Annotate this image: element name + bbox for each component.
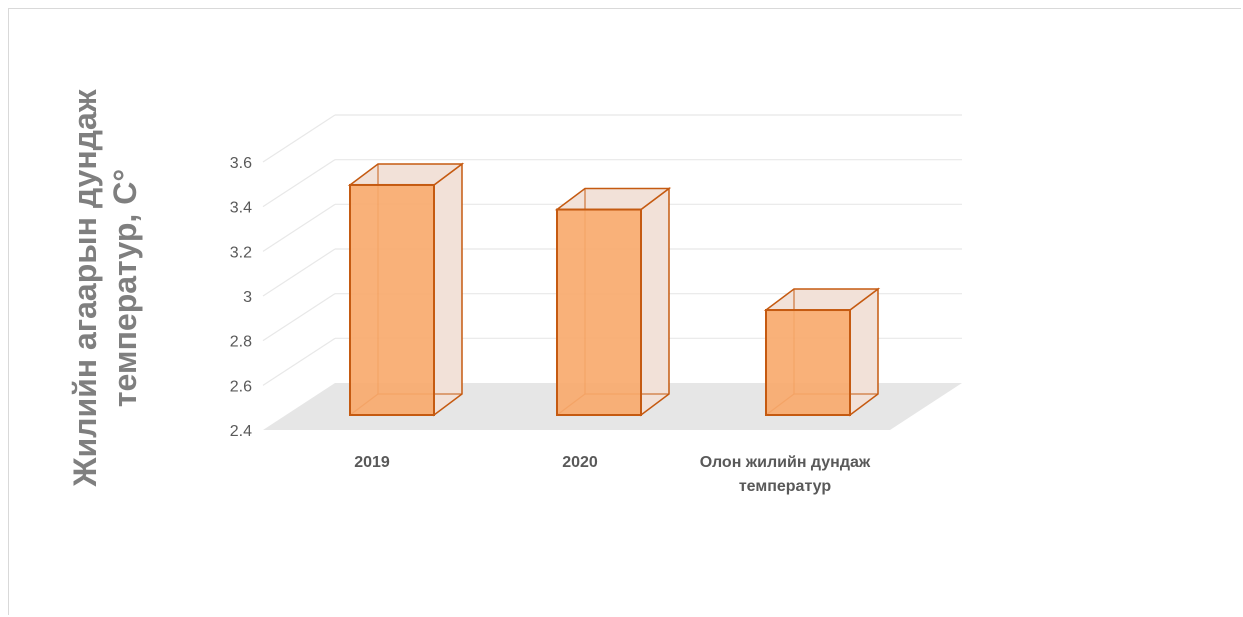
y-tick-label: 3.2: [230, 244, 252, 261]
bar-front-face: [556, 208, 642, 416]
y-tick-label: 3: [243, 289, 252, 306]
bar-front-face: [765, 309, 851, 416]
y-tick-label: 3.4: [230, 200, 252, 217]
wall-gridline: [262, 337, 336, 386]
x-tick-label-multi-year-average: Олон жилийн дундаж температур: [699, 454, 871, 495]
x-tick-label-2020: 2020: [562, 454, 598, 471]
bar-2: [763, 287, 881, 417]
bar-side-face: [640, 187, 670, 417]
bar-front-face: [349, 183, 435, 416]
y-tick-label: 2.4: [230, 423, 252, 440]
bar-1: [554, 187, 672, 417]
y-tick-label: 2.8: [230, 334, 252, 351]
chart-frame: [8, 8, 1241, 615]
bar-0: [347, 162, 465, 417]
bar-side-face: [849, 287, 879, 417]
wall-gridline: [262, 159, 336, 208]
wall-gridline: [262, 114, 336, 163]
wall-gridline: [262, 293, 336, 342]
y-tick-label: 3.6: [230, 155, 252, 172]
wall-gridline: [262, 203, 336, 252]
y-tick-label: 2.6: [230, 378, 252, 395]
x-tick-label-2019: 2019: [354, 454, 390, 471]
bar-side-face: [433, 162, 463, 417]
wall-gridline: [262, 248, 336, 297]
